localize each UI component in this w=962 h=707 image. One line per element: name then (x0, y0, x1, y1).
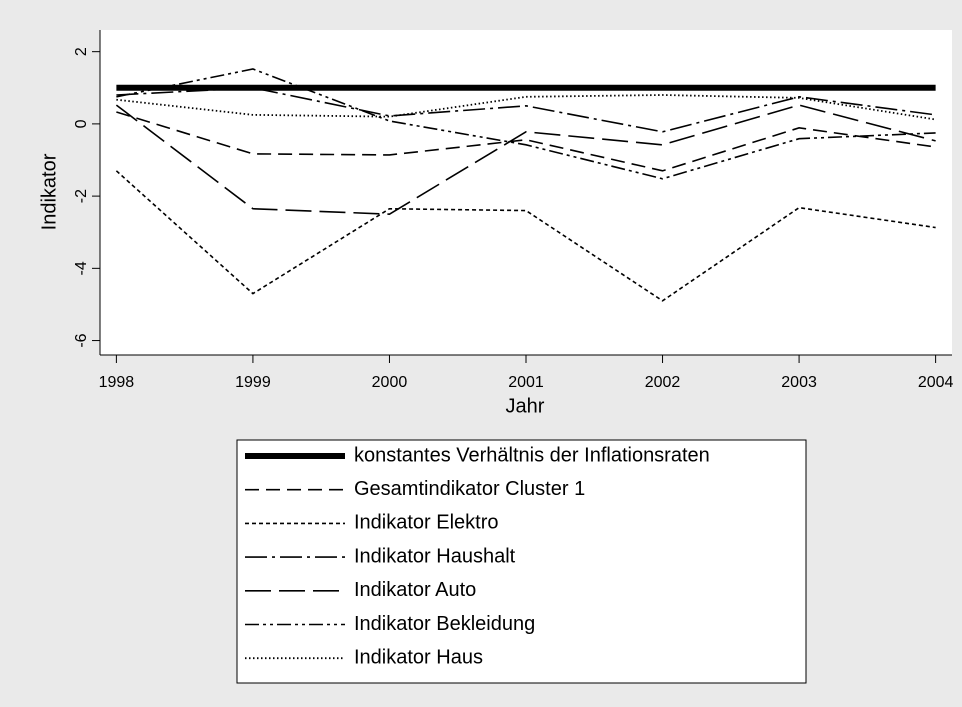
y-tick-label: -6 (73, 333, 90, 347)
x-tick-label: 2000 (372, 374, 408, 391)
x-tick-label: 1999 (235, 374, 271, 391)
x-tick-label: 1998 (99, 374, 135, 391)
x-axis-title: Jahr (506, 395, 545, 417)
legend (236, 439, 807, 684)
series-line (116, 68, 936, 180)
series-line (116, 111, 936, 172)
series-line (115, 104, 936, 215)
y-tick-label: 2 (73, 47, 90, 56)
x-tick-label: 2001 (508, 374, 544, 391)
series-line (115, 170, 936, 302)
series-line (116, 94, 936, 121)
plot-area (100, 30, 952, 355)
legend-label: konstantes Verhältnis der Inflationsrate… (354, 444, 710, 466)
x-tick-label: 2002 (645, 374, 681, 391)
series-line (116, 86, 936, 133)
legend-label: Indikator Haus (354, 646, 483, 668)
y-axis-title: Indikator (38, 153, 60, 230)
x-tick-label: 2003 (781, 374, 817, 391)
legend-label: Indikator Bekleidung (354, 613, 535, 635)
legend-label: Indikator Auto (354, 579, 476, 601)
y-tick-label: -4 (73, 261, 90, 275)
legend-label: Gesamtindikator Cluster 1 (354, 478, 585, 500)
legend-label: Indikator Haushalt (354, 545, 516, 567)
y-tick-label: -2 (73, 189, 90, 203)
y-tick-label: 0 (73, 119, 90, 128)
legend-label: Indikator Elektro (354, 512, 499, 534)
x-tick-label: 2004 (918, 374, 954, 391)
